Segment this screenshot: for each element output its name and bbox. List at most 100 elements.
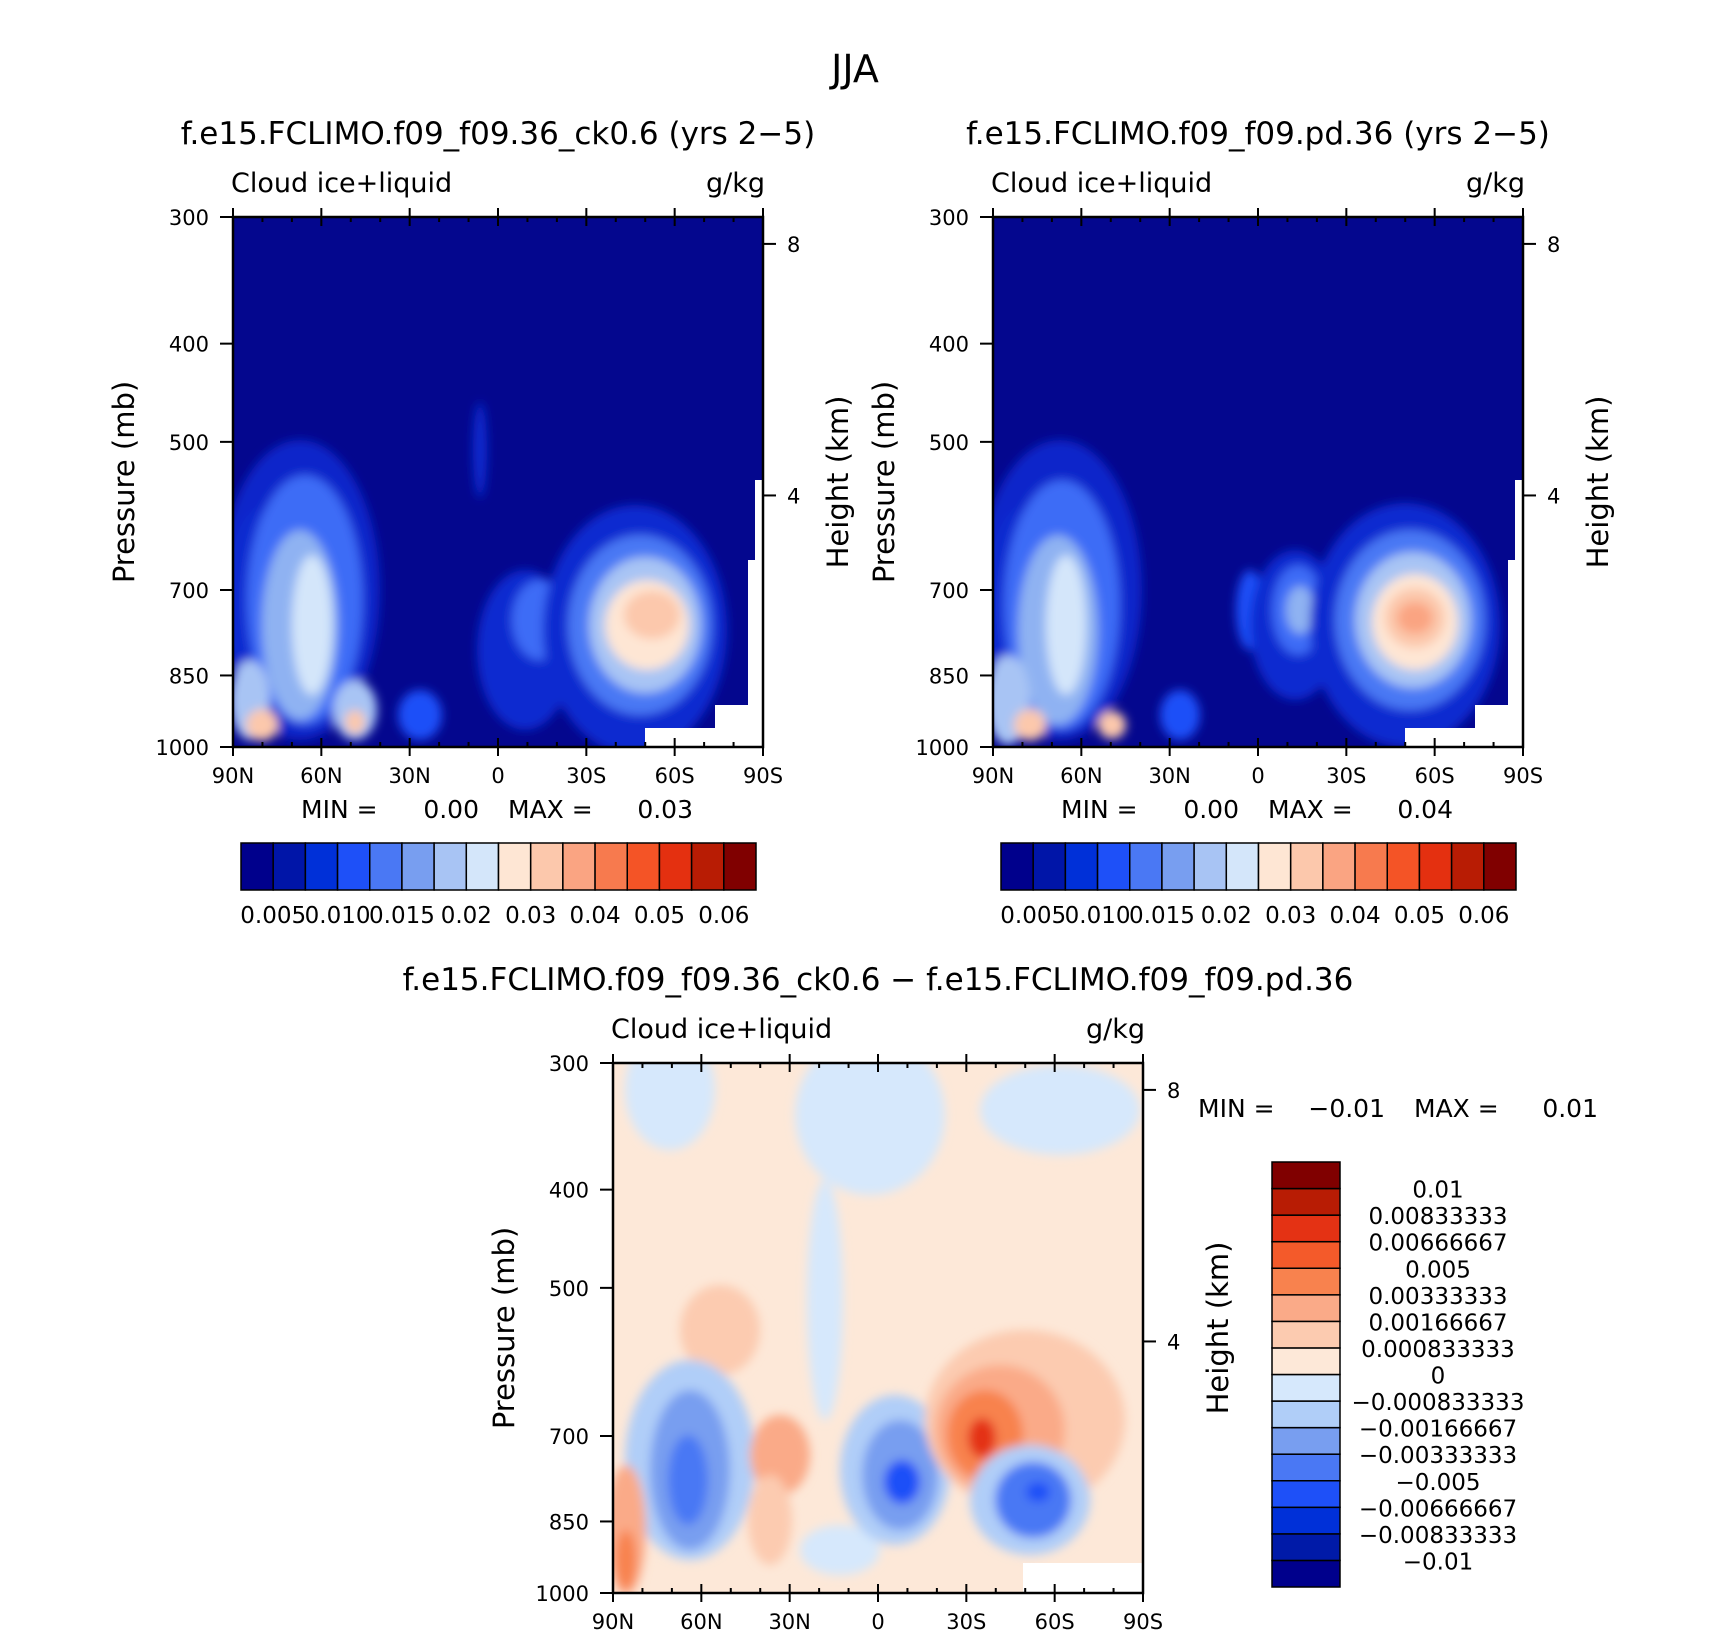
panel-3-missing-data [1023, 1563, 1143, 1593]
colorbar-label: 0.015 [1129, 903, 1195, 929]
panel-3-colorbar: 0.010.008333330.006666670.0050.003333330… [1271, 1161, 1524, 1588]
main-title: JJA [829, 47, 879, 91]
colorbar-box [304, 842, 339, 891]
panel-1-variable-label: Cloud ice+liquid [231, 168, 452, 199]
panel-3-y-label: Pressure (mb) [487, 1227, 521, 1429]
y-tick-label: 700 [549, 1425, 589, 1449]
panel-3-y-right-label: Height (km) [1201, 1242, 1235, 1415]
colorbar-box [1271, 1187, 1341, 1216]
x-tick-label: 0 [871, 1610, 884, 1634]
panel-3-min-value: −0.01 [1308, 1094, 1385, 1123]
x-tick-label: 60N [680, 1610, 722, 1634]
y-right-tick-label: 4 [1167, 1330, 1180, 1354]
colorbar-box [1271, 1480, 1341, 1509]
x-tick-label: 60S [1035, 1610, 1075, 1634]
panel-2-title: f.e15.FCLIMO.f09_f09.pd.36 (yrs 2−5) [966, 116, 1550, 152]
colorbar-box [1271, 1400, 1341, 1429]
colorbar-box [1271, 1426, 1341, 1455]
y-tick-label: 400 [549, 1179, 589, 1203]
colorbar-box [658, 842, 693, 891]
colorbar-label: −0.00666667 [1359, 1496, 1517, 1522]
panel-1-min-label: MIN = [301, 795, 378, 824]
colorbar-box [1193, 842, 1228, 891]
colorbar-label: 0.01 [1412, 1178, 1463, 1204]
colorbar-label: 0.06 [1458, 903, 1509, 929]
colorbar-label: 0.005 [1000, 903, 1066, 929]
colorbar-box [723, 842, 757, 891]
colorbar-label: 0.04 [1329, 903, 1380, 929]
x-tick-label: 30S [1326, 764, 1366, 788]
colorbar-box [240, 842, 274, 891]
y-tick-label: 700 [169, 579, 209, 603]
colorbar-box [594, 842, 628, 891]
x-tick-label: 90S [1123, 1610, 1163, 1634]
y-tick-label: 700 [929, 579, 969, 603]
colorbar-label: 0.00333333 [1368, 1284, 1507, 1310]
colorbar-box [1354, 842, 1388, 891]
y-tick-label: 1000 [536, 1582, 589, 1606]
colorbar-box [1000, 842, 1034, 891]
colorbar-box [1096, 842, 1131, 891]
panel-1-field [233, 217, 763, 747]
x-tick-label: 90N [972, 764, 1014, 788]
colorbar-box [369, 842, 403, 891]
panel-3-max-label: MAX = [1414, 1094, 1499, 1123]
colorbar-box [1271, 1453, 1341, 1482]
colorbar-box [690, 842, 725, 891]
panel-3-y-axis: 300 400 500 700 850 1000 8 4 [536, 1052, 1181, 1606]
panel-3-units-label: g/kg [1086, 1014, 1145, 1045]
panel-3-max-value: 0.01 [1542, 1094, 1598, 1123]
y-tick-label: 850 [169, 664, 209, 688]
colorbar-label: 0.00666667 [1368, 1231, 1507, 1257]
colorbar-label: 0.005 [240, 903, 306, 929]
panel-2-y-label: Pressure (mb) [867, 381, 901, 583]
x-tick-label: 30N [388, 764, 430, 788]
panel-3-title: f.e15.FCLIMO.f09_f09.36_ck0.6 − f.e15.FC… [403, 962, 1354, 998]
y-tick-label: 500 [929, 431, 969, 455]
colorbar-label: 0.000833333 [1361, 1337, 1515, 1363]
y-tick-label: 1000 [156, 736, 209, 760]
x-tick-label: 30S [946, 1610, 986, 1634]
colorbar-box [626, 842, 661, 891]
colorbar-box [1161, 842, 1195, 891]
colorbar-box [272, 842, 307, 891]
colorbar-box [497, 842, 532, 891]
colorbar-label: 0.05 [1394, 903, 1445, 929]
colorbar-box [1483, 842, 1517, 891]
y-tick-label: 1000 [916, 736, 969, 760]
y-tick-label: 400 [929, 333, 969, 357]
panel-1-max-value: 0.03 [637, 795, 693, 824]
colorbar-box [1064, 842, 1099, 891]
x-tick-label: 30N [768, 1610, 810, 1634]
y-tick-label: 300 [549, 1052, 589, 1076]
colorbar-box [401, 842, 435, 891]
x-tick-label: 0 [1251, 764, 1264, 788]
colorbar-label: 0.02 [441, 903, 492, 929]
panel-2-y-axis: 300 400 500 700 850 1000 8 4 [916, 206, 1561, 760]
colorbar-box [1271, 1373, 1341, 1402]
panel-1: f.e15.FCLIMO.f09_f09.36_ck0.6 (yrs 2−5) … [107, 116, 855, 929]
colorbar-label: 0.010 [1065, 903, 1131, 929]
panel-2: f.e15.FCLIMO.f09_f09.pd.36 (yrs 2−5) Clo… [867, 116, 1615, 929]
panel-3-field [613, 1063, 1143, 1593]
colorbar-box [1225, 842, 1260, 891]
panel-2-x-axis: 90N 60N 30N 0 30S 60S 90S [972, 208, 1543, 788]
colorbar-box [1322, 842, 1356, 891]
colorbar-label: 0 [1431, 1364, 1446, 1390]
panel-1-y-axis: 300 400 500 700 850 1000 8 4 [156, 206, 801, 760]
y-tick-label: 500 [549, 1277, 589, 1301]
panel-3-x-axis: 90N 60N 30N 0 30S 60S 90S [592, 1054, 1163, 1634]
panel-2-max-value: 0.04 [1397, 795, 1453, 824]
x-tick-label: 60N [300, 764, 342, 788]
colorbar-box [1271, 1267, 1341, 1296]
x-tick-label: 90S [743, 764, 783, 788]
panel-1-min-value: 0.00 [423, 795, 479, 824]
colorbar-box [1032, 842, 1067, 891]
panel-2-variable-label: Cloud ice+liquid [991, 168, 1212, 199]
colorbar-label: −0.00333333 [1359, 1443, 1517, 1469]
panel-2-missing-data [1405, 480, 1523, 747]
y-tick-label: 850 [929, 664, 969, 688]
colorbar-box [1271, 1161, 1341, 1190]
colorbar-label: 0.015 [369, 903, 435, 929]
